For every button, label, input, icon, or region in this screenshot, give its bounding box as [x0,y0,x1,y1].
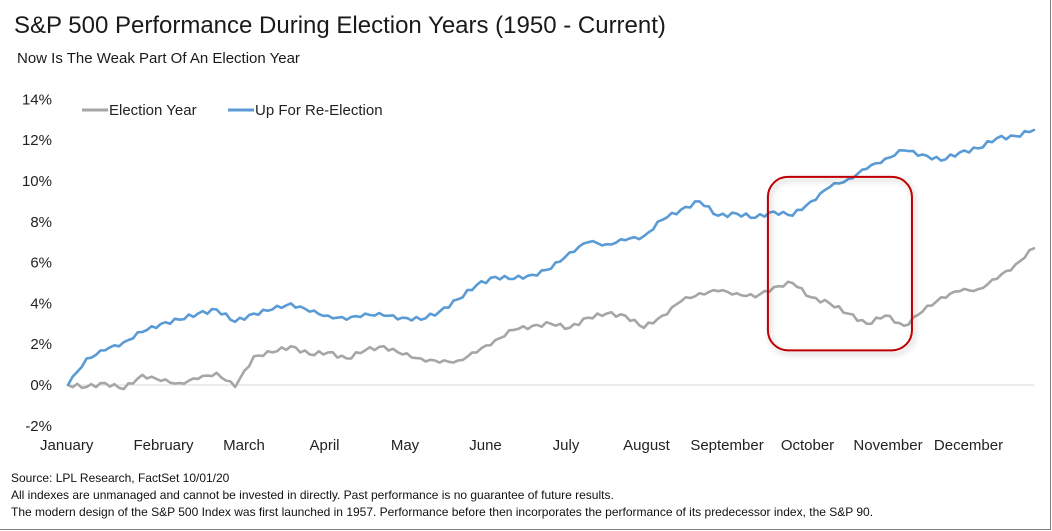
legend: Election Year Up For Re-Election [82,102,383,119]
x-axis: January February March April May June July Augu… [40,384,1034,454]
series-layer [66,128,1036,391]
series-line [66,128,1036,387]
x-tick-label: January [40,437,94,454]
x-tick-label: October [781,437,834,454]
x-tick-label: July [553,437,580,454]
y-tick-label: 14% [22,91,52,108]
chart-subtitle: Now Is The Weak Part Of An Election Year [17,50,300,67]
chart-notes: Source: LPL Research, FactSet 10/01/20 A… [11,470,873,521]
y-axis: -2% 0% 2% 4% 6% 8% 10% 12% 14% [22,91,52,434]
chart-title: S&P 500 Performance During Election Year… [14,12,666,39]
source-note: Source: LPL Research, FactSet 10/01/20 [11,471,230,485]
legend-label: Up For Re-Election [255,102,383,119]
y-tick-label: 8% [30,214,52,231]
history-note: The modern design of the S&P 500 Index w… [11,505,874,519]
x-tick-label: December [934,437,1003,454]
y-tick-label: 6% [30,255,52,272]
y-tick-label: 10% [22,173,52,190]
x-tick-label: April [309,437,339,454]
y-tick-label: -2% [25,418,52,435]
y-tick-label: 0% [30,377,52,394]
x-tick-label: September [690,437,763,454]
series-line [66,247,1036,391]
x-tick-label: November [853,437,922,454]
x-tick-label: August [623,437,671,454]
x-tick-label: May [391,437,420,454]
x-tick-label: March [223,437,265,454]
highlight-box [766,175,913,352]
y-tick-label: 4% [30,295,52,312]
legend-label: Election Year [109,102,197,119]
x-tick-label: February [133,437,194,454]
disclaimer-note: All indexes are unmanaged and cannot be … [11,488,614,502]
highlight-layer [766,175,913,352]
x-tick-label: June [469,437,502,454]
y-tick-label: 2% [30,336,52,353]
line-chart: -2% 0% 2% 4% 6% 8% 10% 12% 14% January February Ma… [22,91,1036,454]
y-tick-label: 12% [22,132,52,149]
